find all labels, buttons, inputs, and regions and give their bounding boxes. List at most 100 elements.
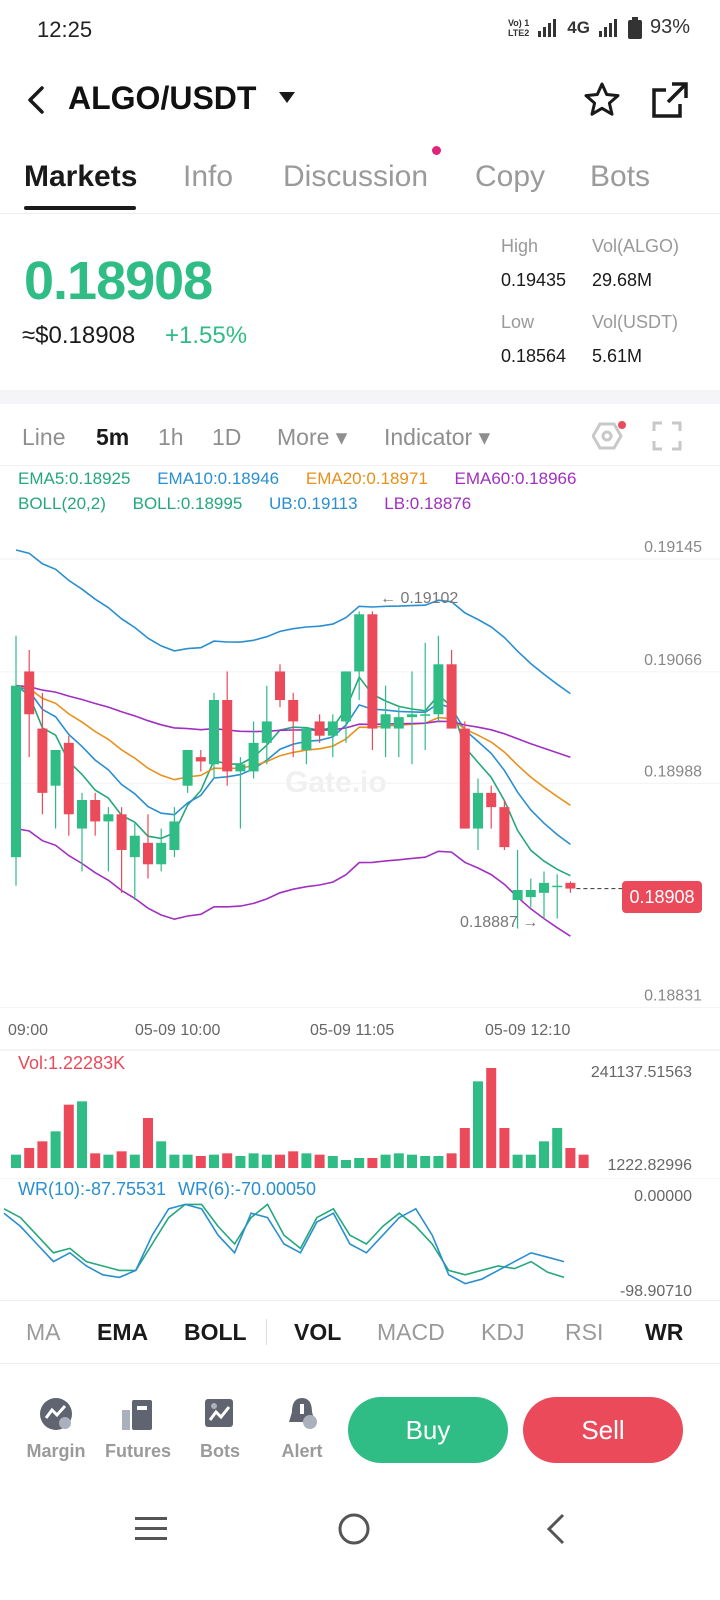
interval-1h[interactable]: 1h: [158, 424, 184, 450]
interval-line[interactable]: Line: [22, 424, 66, 450]
tab-copy[interactable]: Copy: [475, 160, 546, 193]
tab-markets[interactable]: Markets: [24, 160, 138, 193]
boll-ub-value: UB:0.19113: [269, 494, 358, 513]
home-icon[interactable]: [337, 1512, 371, 1546]
last-price: 0.18908: [24, 251, 213, 311]
futures-button[interactable]: Futures: [98, 1396, 178, 1462]
volume-bar: [380, 1154, 391, 1168]
candle-body: [182, 750, 193, 786]
battery-icon: [627, 16, 642, 39]
volume-bar: [129, 1154, 140, 1168]
low-marker-label: 0.18887 →: [460, 914, 539, 931]
candle-body: [63, 742, 74, 815]
candle-body: [420, 714, 431, 716]
share-icon[interactable]: [650, 80, 690, 120]
caret-down-icon[interactable]: [278, 90, 296, 104]
vol-quote-value: 5.61M: [592, 346, 643, 366]
ema5-value: EMA5:0.18925: [18, 469, 131, 488]
candle-body: [393, 717, 404, 729]
interval-more[interactable]: More ▾: [277, 424, 348, 450]
candle-body: [209, 700, 219, 765]
volume-bar: [50, 1131, 61, 1168]
candle-body: [90, 800, 101, 822]
candle-body: [327, 721, 338, 736]
candle-body: [446, 664, 457, 729]
candle-body: [169, 821, 180, 850]
vol-base-value: 29.68M: [592, 270, 653, 290]
margin-button[interactable]: Margin: [16, 1396, 96, 1462]
interval-5m[interactable]: 5m: [96, 424, 130, 450]
volume-bar: [37, 1141, 48, 1168]
candle-body: [195, 757, 206, 762]
volume-min-label: 1222.82996: [607, 1157, 692, 1174]
pair-title[interactable]: ALGO/USDT: [68, 80, 257, 116]
volume-bar: [116, 1151, 127, 1168]
boll-lb-value: LB:0.18876: [384, 494, 472, 513]
ind-tab-kdj[interactable]: KDJ: [481, 1319, 525, 1345]
candle-body: [539, 882, 549, 893]
back-nav-icon[interactable]: [543, 1512, 569, 1546]
alert-icon: [289, 1398, 317, 1429]
ind-tab-rsi[interactable]: RSI: [565, 1319, 604, 1345]
volume-bar: [407, 1154, 417, 1168]
candle-body: [235, 764, 246, 772]
candle-body: [37, 728, 48, 793]
candle-body: [143, 842, 153, 865]
volume-bar: [512, 1154, 523, 1168]
back-arrow-icon[interactable]: [18, 80, 58, 120]
margin-label: Margin: [26, 1441, 86, 1461]
ema10-value: EMA10:0.18946: [157, 469, 280, 488]
sell-button[interactable]: Sell: [523, 1397, 683, 1463]
high-value: 0.19435: [501, 270, 567, 290]
candlestick-chart[interactable]: 0.19145 0.19066 0.18988 0.18831 09:00 05-09 1…: [0, 520, 720, 1040]
candle-body: [354, 614, 365, 672]
candle-body: [301, 728, 312, 750]
indicator-tabs: MA EMA BOLL VOL MACD KDJ RSI WR: [0, 1300, 720, 1364]
volume-bar: [288, 1151, 299, 1168]
volume-bar: [248, 1153, 259, 1168]
bots-button[interactable]: Bots: [180, 1396, 260, 1462]
candle-body: [525, 890, 536, 898]
tab-info[interactable]: Info: [183, 160, 234, 193]
section-divider: [0, 390, 720, 404]
wr-min-label: -98.90710: [619, 1283, 692, 1300]
interval-1d[interactable]: 1D: [212, 424, 242, 450]
ema-values: EMA5:0.18925 EMA10:0.18946 EMA20:0.18971…: [18, 469, 598, 489]
volume-bar: [169, 1154, 180, 1168]
wr10-label: WR(10):-87.75531: [18, 1179, 167, 1199]
ind-tab-vol[interactable]: VOL: [294, 1319, 342, 1345]
volume-bar: [578, 1154, 589, 1168]
tab-discussion[interactable]: Discussion: [283, 160, 429, 193]
notification-dot: [432, 146, 441, 155]
ind-tab-macd[interactable]: MACD: [377, 1319, 445, 1345]
ind-tab-ema[interactable]: EMA: [97, 1319, 149, 1345]
volume-bar: [301, 1153, 312, 1168]
volume-bar: [90, 1153, 101, 1168]
candle-body: [486, 792, 497, 808]
margin-icon: [40, 1398, 72, 1430]
y-axis-label: 0.19145: [644, 539, 702, 556]
candle-body: [116, 814, 127, 850]
alert-button[interactable]: Alert: [262, 1396, 342, 1462]
recent-apps-icon[interactable]: [134, 1514, 168, 1544]
wr-chart: [0, 1178, 720, 1285]
tab-bots[interactable]: Bots: [590, 160, 651, 193]
candle-body: [380, 714, 391, 729]
volume-bar: [367, 1158, 378, 1168]
volume-bar: [11, 1154, 21, 1168]
ind-tab-ma[interactable]: MA: [26, 1319, 61, 1345]
ind-tab-boll[interactable]: BOLL: [184, 1319, 247, 1345]
boll-mid-value: BOLL:0.18995: [132, 494, 243, 513]
candle-body: [341, 671, 351, 722]
candle-body: [367, 614, 378, 729]
volume-bar: [143, 1118, 153, 1168]
bots-icon: [205, 1399, 233, 1427]
y-axis-label: 0.19066: [644, 652, 702, 669]
chart-settings-icon[interactable]: [592, 420, 626, 452]
fullscreen-icon[interactable]: [652, 421, 682, 451]
volume-bar: [393, 1153, 404, 1168]
indicator-menu[interactable]: Indicator ▾: [384, 424, 491, 450]
favorite-star-icon[interactable]: [582, 80, 622, 120]
buy-button[interactable]: Buy: [348, 1397, 508, 1463]
ind-tab-wr[interactable]: WR: [645, 1319, 684, 1345]
